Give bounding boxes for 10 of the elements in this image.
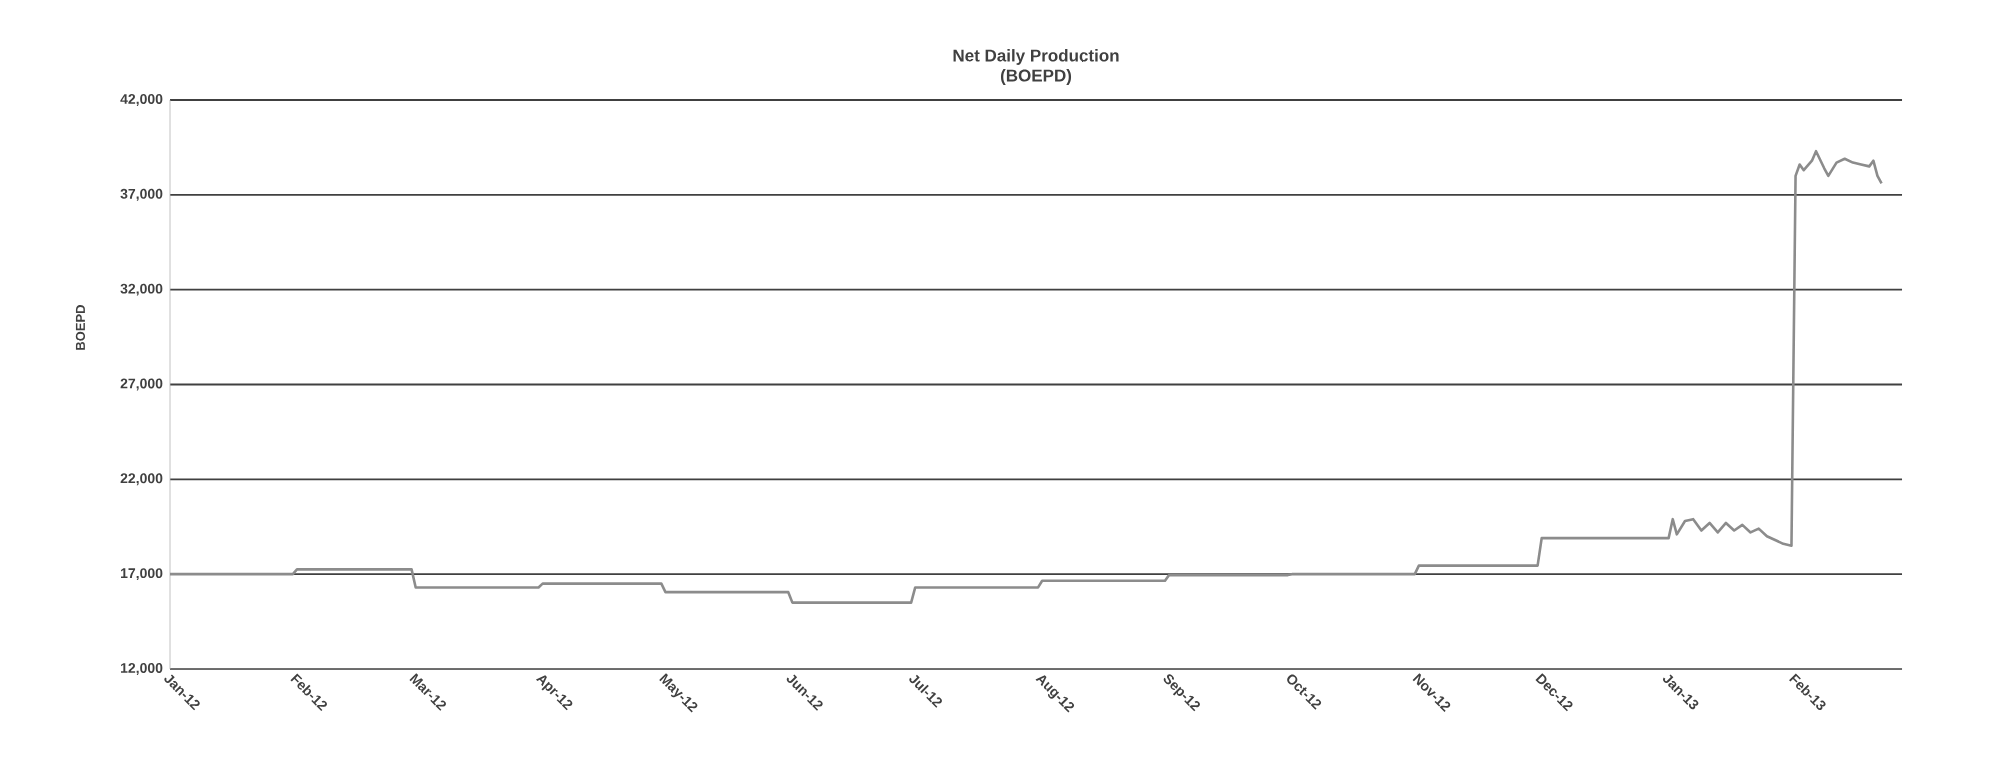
y-tick-label: 32,000 — [120, 283, 163, 296]
y-tick-label: 12,000 — [121, 663, 163, 675]
chart-subtitle: (BOEPD) — [1000, 69, 1072, 85]
y-tick-label: 17,000 — [121, 568, 163, 581]
y-tick-label: 42,000 — [120, 94, 163, 106]
y-tick-label: 27,000 — [120, 378, 163, 391]
chart-title: Net Daily Production — [953, 49, 1119, 65]
y-axis-title: BOEPD — [75, 305, 86, 350]
y-tick-label: 22,000 — [120, 473, 163, 486]
y-tick-label: 37,000 — [120, 188, 163, 201]
